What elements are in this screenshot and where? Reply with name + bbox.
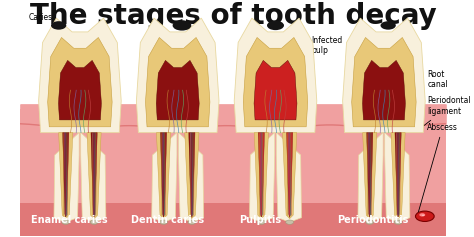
Polygon shape (152, 133, 177, 222)
Circle shape (422, 215, 424, 216)
Circle shape (267, 21, 284, 30)
Text: The stages of tooth decay: The stages of tooth decay (29, 2, 437, 30)
Polygon shape (189, 133, 195, 218)
Polygon shape (391, 133, 405, 219)
Polygon shape (234, 18, 317, 133)
Text: Caries: Caries (29, 13, 61, 25)
Text: Enamel: Enamel (46, 67, 117, 76)
Circle shape (188, 220, 196, 224)
Polygon shape (81, 133, 106, 222)
Circle shape (51, 21, 66, 30)
Polygon shape (385, 133, 410, 222)
Circle shape (90, 220, 98, 224)
Polygon shape (54, 133, 79, 222)
Bar (20, 109, 446, 203)
Text: Pulpitis: Pulpitis (239, 215, 282, 225)
Circle shape (419, 213, 425, 217)
Polygon shape (146, 37, 210, 127)
Circle shape (173, 20, 191, 31)
Polygon shape (38, 18, 121, 133)
Circle shape (394, 220, 402, 224)
Polygon shape (276, 133, 301, 222)
Polygon shape (179, 133, 204, 222)
Polygon shape (366, 133, 373, 218)
Polygon shape (87, 133, 101, 219)
Polygon shape (243, 37, 308, 127)
Polygon shape (58, 60, 101, 120)
Circle shape (62, 220, 70, 224)
Polygon shape (48, 37, 112, 127)
Polygon shape (249, 133, 275, 222)
Polygon shape (395, 133, 401, 218)
Polygon shape (363, 60, 405, 120)
Text: Periodontal
ligament: Periodontal ligament (424, 96, 471, 126)
Text: Abscess: Abscess (418, 123, 458, 214)
Circle shape (381, 21, 396, 30)
Polygon shape (258, 133, 264, 218)
Polygon shape (156, 133, 171, 219)
Polygon shape (363, 133, 377, 219)
Polygon shape (343, 18, 425, 133)
Bar (20, 203, 446, 236)
Polygon shape (91, 133, 97, 218)
Text: Enamel caries: Enamel caries (31, 215, 108, 225)
Polygon shape (254, 133, 268, 219)
Polygon shape (358, 133, 383, 222)
Polygon shape (185, 133, 199, 219)
Circle shape (416, 211, 434, 221)
Circle shape (366, 220, 374, 224)
Text: Root
canal: Root canal (383, 70, 448, 105)
Polygon shape (160, 133, 167, 218)
Polygon shape (352, 37, 416, 127)
Circle shape (257, 220, 265, 224)
Polygon shape (254, 60, 297, 120)
Polygon shape (286, 133, 293, 218)
Polygon shape (137, 18, 219, 133)
Polygon shape (59, 133, 73, 219)
Circle shape (286, 220, 293, 224)
Polygon shape (156, 60, 199, 120)
Text: Pulp: Pulp (71, 80, 104, 89)
Polygon shape (283, 133, 297, 219)
Circle shape (160, 220, 167, 224)
Text: Dentin caries: Dentin caries (130, 215, 204, 225)
Text: Periodontitis: Periodontitis (337, 215, 409, 225)
Polygon shape (63, 133, 69, 218)
Text: Infected
pulp: Infected pulp (286, 36, 342, 58)
Text: Dentin: Dentin (144, 77, 207, 86)
